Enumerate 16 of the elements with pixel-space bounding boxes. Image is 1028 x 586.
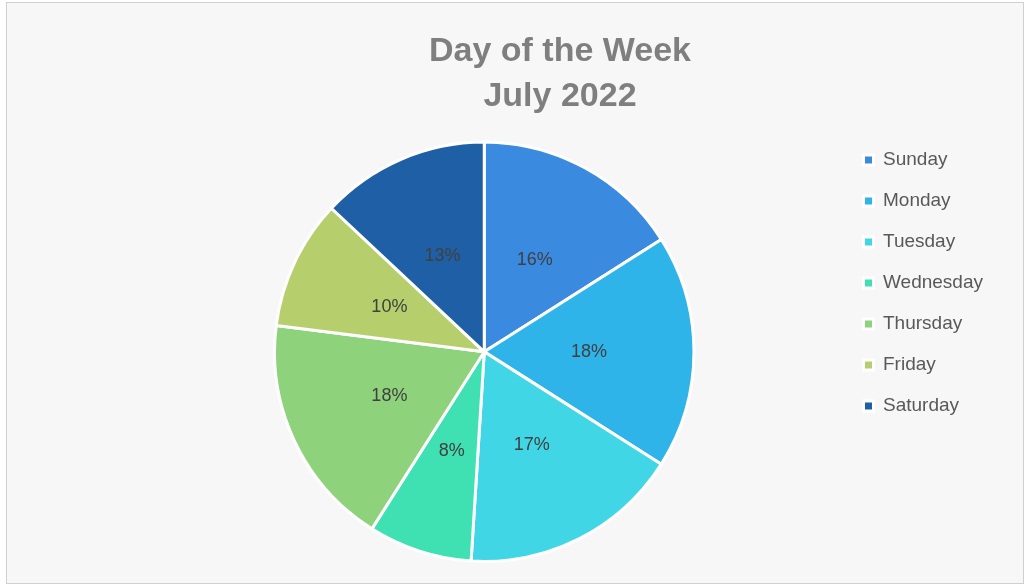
data-label: 17% — [513, 434, 550, 455]
data-label: 8% — [438, 440, 465, 461]
data-label: 18% — [571, 340, 608, 361]
legend-label: Wednesday — [883, 271, 984, 293]
legend-label: Friday — [883, 353, 937, 375]
legend-label: Sunday — [883, 148, 948, 170]
chart-subtitle: July 2022 — [483, 74, 637, 113]
legend-label: Saturday — [883, 394, 960, 416]
chart-title: Day of the Week — [428, 29, 692, 68]
data-label: 16% — [516, 248, 553, 269]
legend-label: Tuesday — [883, 230, 956, 252]
legend-label: Thursday — [883, 312, 963, 334]
data-label: 13% — [424, 244, 461, 265]
data-label: 10% — [371, 296, 408, 317]
data-label: 18% — [371, 385, 408, 406]
legend-label: Monday — [883, 189, 952, 211]
